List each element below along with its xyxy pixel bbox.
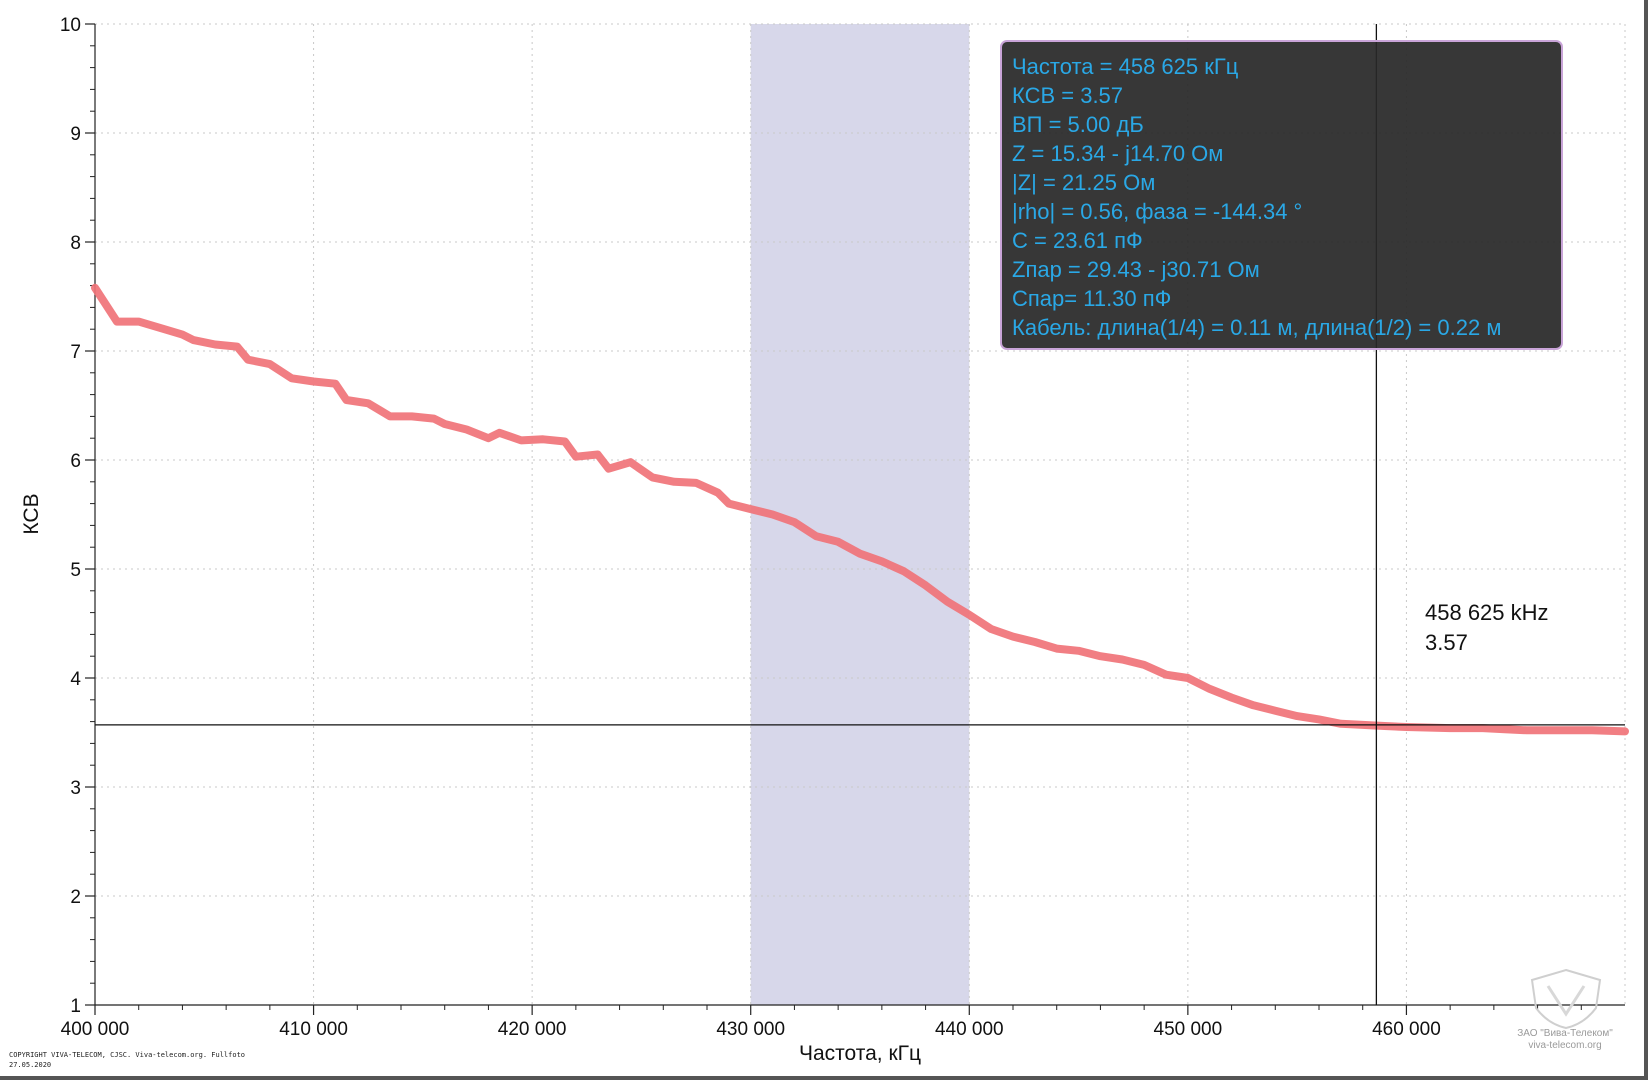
x-tick-label: 440 000 bbox=[935, 1019, 1004, 1040]
info-line: Кабель: длина(1/4) = 0.11 м, длина(1/2) … bbox=[1012, 315, 1502, 340]
y-tick-label: 9 bbox=[70, 124, 81, 145]
frame-border-right bbox=[1644, 0, 1648, 1080]
x-tick-label: 410 000 bbox=[279, 1019, 348, 1040]
series-line bbox=[91, 283, 1629, 736]
y-tick-label: 1 bbox=[70, 996, 81, 1017]
info-line: Cпар= 11.30 пФ bbox=[1012, 286, 1172, 311]
x-tick-label: 450 000 bbox=[1154, 1019, 1223, 1040]
info-line: |rho| = 0.56, фаза = -144.34 ° bbox=[1012, 199, 1303, 224]
y-tick-label: 4 bbox=[70, 669, 81, 690]
x-axis-title: Частота, кГц bbox=[799, 1042, 921, 1065]
x-tick-label: 430 000 bbox=[716, 1019, 785, 1040]
copyright-date: 27.05.2020 bbox=[9, 1061, 52, 1069]
measurement-info-panel: Частота = 458 625 кГц КСВ = 3.57 ВП = 5.00… bbox=[1000, 40, 1563, 350]
x-tick-label: 400 000 bbox=[61, 1019, 130, 1040]
info-line: Zпар = 29.43 - j30.71 Ом bbox=[1012, 257, 1260, 282]
info-line: КСВ = 3.57 bbox=[1012, 83, 1124, 108]
axes bbox=[94, 24, 1625, 1006]
info-line: Z = 15.34 - j14.70 Ом bbox=[1012, 141, 1224, 166]
watermark-site: viva-telecom.org bbox=[1528, 1040, 1602, 1051]
tick-labels: 400 000 410 000 420 000 430 000 440 000 450 0… bbox=[60, 15, 1441, 1040]
y-tick-label: 6 bbox=[70, 451, 81, 472]
watermark-company: ЗАО "Вива-Телеком" bbox=[1517, 1028, 1613, 1039]
cursor-label-value: 3.57 bbox=[1425, 630, 1468, 655]
y-tick-label: 7 bbox=[70, 342, 81, 363]
copyright-text: COPYRIGHT VIVA-TELECOM, CJSC. Viva-telec… bbox=[9, 1050, 309, 1070]
copyright-line: COPYRIGHT VIVA-TELECOM, CJSC. Viva-telec… bbox=[9, 1051, 246, 1059]
shield-logo-icon bbox=[1530, 968, 1602, 1030]
ticks bbox=[85, 23, 1582, 1015]
info-line: C = 23.61 пФ bbox=[1012, 228, 1143, 253]
x-tick-label: 460 000 bbox=[1372, 1019, 1441, 1040]
info-line: ВП = 5.00 дБ bbox=[1012, 112, 1144, 137]
frame-border-bottom bbox=[0, 1076, 1648, 1080]
x-tick-label: 420 000 bbox=[498, 1019, 567, 1040]
cursor-label-frequency: 458 625 kHz bbox=[1425, 600, 1549, 625]
info-line: |Z| = 21.25 Ом bbox=[1012, 170, 1156, 195]
y-tick-label: 3 bbox=[70, 778, 81, 799]
y-tick-label: 10 bbox=[60, 15, 81, 36]
y-tick-label: 5 bbox=[70, 560, 81, 581]
highlight-band bbox=[750, 24, 970, 1005]
y-tick-label: 8 bbox=[70, 233, 81, 254]
y-tick-label: 2 bbox=[70, 887, 81, 908]
watermark: ЗАО "Вива-Телеком" viva-telecom.org bbox=[1510, 1028, 1620, 1052]
info-line: Частота = 458 625 кГц bbox=[1012, 54, 1239, 79]
y-axis-title: КСВ bbox=[20, 493, 43, 534]
